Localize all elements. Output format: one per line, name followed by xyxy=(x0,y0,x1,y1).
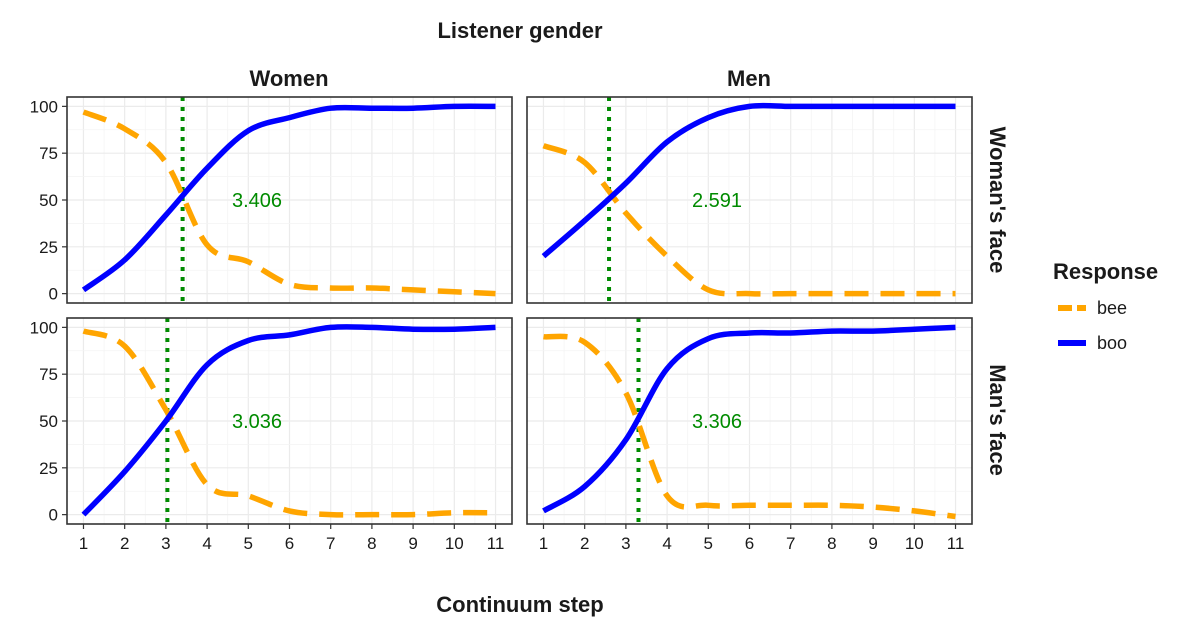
y-tick-label: 50 xyxy=(39,412,58,431)
row-strip-mans-face: Man's face xyxy=(985,364,1010,476)
x-tick-label: 1 xyxy=(79,534,88,553)
boundary-value-label: 3.036 xyxy=(232,411,282,433)
x-tick-label: 5 xyxy=(244,534,253,553)
facet-panel-2: 3.036 0 25 50 75 100 1 2 3 4 5 6 7 8 9 10 11 xyxy=(30,317,513,553)
series-line-bee xyxy=(543,333,956,520)
series-line-boo xyxy=(542,324,956,514)
series-line-bee xyxy=(82,109,496,297)
y-tick-label: 50 xyxy=(39,191,58,210)
y-tick-label: 0 xyxy=(49,506,58,525)
facet-panel-0: 3.406 0 25 50 75 100 xyxy=(30,96,513,304)
x-tick-label: 7 xyxy=(786,534,795,553)
y-tick-label: 25 xyxy=(39,238,58,257)
x-tick-label: 3 xyxy=(621,534,630,553)
series-line-boo xyxy=(81,323,496,517)
series-line-boo xyxy=(81,103,496,293)
y-tick-label: 100 xyxy=(30,318,58,337)
y-tick-label: 25 xyxy=(39,459,58,478)
x-tick-label: 1 xyxy=(539,534,548,553)
legend-label-bee: bee xyxy=(1097,298,1127,318)
x-tick-label: 4 xyxy=(662,534,671,553)
series-line-boo xyxy=(541,102,956,259)
legend: Response bee boo xyxy=(1053,259,1158,353)
panel-border xyxy=(526,96,973,304)
x-tick-label: 5 xyxy=(704,534,713,553)
y-tick-label: 75 xyxy=(39,144,58,163)
x-tick-label: 2 xyxy=(580,534,589,553)
chart-title: Listener gender xyxy=(437,18,602,43)
x-tick-label: 3 xyxy=(161,534,170,553)
legend-title: Response xyxy=(1053,259,1158,284)
y-tick-label: 0 xyxy=(49,285,58,304)
boundary-value-label: 3.306 xyxy=(692,411,742,433)
boundary-value-label: 3.406 xyxy=(232,190,282,212)
column-strip-women: Women xyxy=(249,66,328,91)
x-tick-label: 10 xyxy=(905,534,924,553)
x-tick-label: 11 xyxy=(947,534,965,553)
series-line-bee xyxy=(82,328,496,518)
facet-panel-1: 2.591 xyxy=(526,96,973,304)
row-strip-womans-face: Woman's face xyxy=(985,127,1010,274)
x-tick-label: 10 xyxy=(445,534,464,553)
legend-label-boo: boo xyxy=(1097,333,1127,353)
x-tick-label: 7 xyxy=(326,534,335,553)
x-tick-label: 2 xyxy=(120,534,129,553)
facet-panel-3: 3.306 1 2 3 4 5 6 7 8 9 10 11 xyxy=(526,317,973,553)
x-tick-label: 8 xyxy=(827,534,836,553)
column-strip-men: Men xyxy=(727,66,771,91)
x-tick-label: 11 xyxy=(487,534,505,553)
x-tick-label: 8 xyxy=(367,534,376,553)
boundary-value-label: 2.591 xyxy=(692,190,742,212)
x-tick-label: 9 xyxy=(868,534,877,553)
x-tick-label: 6 xyxy=(745,534,754,553)
x-tick-label: 4 xyxy=(202,534,211,553)
x-tick-label: 9 xyxy=(408,534,417,553)
y-tick-label: 75 xyxy=(39,365,58,384)
x-tick-label: 6 xyxy=(285,534,294,553)
x-axis-label: Continuum step xyxy=(436,592,603,617)
y-tick-label: 100 xyxy=(30,97,58,116)
